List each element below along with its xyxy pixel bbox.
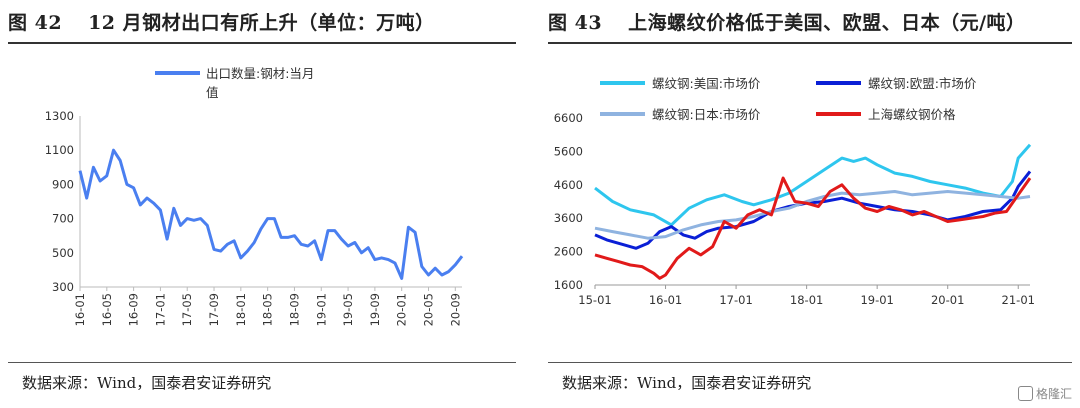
left-figure-title: 图 42 12 月钢材出口有所上升（单位：万吨） [8, 8, 435, 35]
right-figure: 图 43 上海螺纹价格低于美国、欧盟、日本（元/吨） 1600 2600 3600 46… [540, 0, 1080, 408]
right-series-line-1 [594, 143, 1032, 227]
right-figure-caption: 上海螺纹价格低于美国、欧盟、日本（元/吨） [628, 12, 1026, 34]
right-y-tick-label: 5600 [554, 144, 583, 158]
right-figure-title: 图 43 上海螺纹价格低于美国、欧盟、日本（元/吨） [548, 8, 1026, 35]
right-x-tick-label: 17-01 [719, 293, 752, 307]
left-x-tick-label: 17-01 [153, 293, 167, 326]
left-x-tick-label: 17-09 [207, 293, 221, 326]
left-bottom-rule [8, 362, 516, 363]
left-x-tick-label: 18-09 [287, 293, 301, 326]
left-x-tick-label: 16-01 [73, 293, 87, 326]
left-series-line [78, 148, 464, 280]
left-top-rule [8, 42, 516, 44]
left-source-note: 数据来源：Wind，国泰君安证券研究 [22, 374, 272, 392]
watermark-text: 格隆汇 [1035, 387, 1072, 401]
left-x-tick-label: 16-09 [127, 293, 141, 326]
right-legend-label-1: 螺纹钢:美国:市场价 [652, 76, 761, 91]
right-y-tick-label: 3600 [554, 211, 583, 225]
left-figure-caption: 12 月钢材出口有所上升（单位：万吨） [88, 12, 435, 34]
right-y-tick-label: 4600 [554, 178, 583, 192]
right-figure-number: 图 43 [548, 12, 603, 34]
left-y-tick-label: 900 [52, 177, 74, 191]
left-x-tick-label: 16-05 [100, 293, 114, 326]
left-x-tick-label: 19-09 [368, 293, 382, 326]
left-x-tick-label: 19-01 [314, 293, 328, 326]
left-y-tick-label: 700 [52, 212, 74, 226]
left-y-tick-label: 1100 [45, 143, 74, 157]
right-y-tick-label: 1600 [554, 278, 583, 292]
right-legend-label-3: 螺纹钢:日本:市场价 [652, 107, 761, 122]
left-y-tick-label: 1300 [45, 109, 74, 123]
right-x-tick-label: 19-01 [860, 293, 893, 307]
right-x-tick-label: 20-01 [931, 293, 964, 307]
right-source-note: 数据来源：Wind，国泰君安证券研究 [562, 374, 812, 392]
right-legend-label-2: 螺纹钢:欧盟:市场价 [868, 76, 977, 91]
left-legend-label-cont: 值 [206, 85, 219, 100]
left-legend-label: 出口数量:钢材:当月 [206, 66, 314, 81]
right-top-rule [548, 42, 1072, 44]
left-chart: 300 500 700 900 1100 1300 16-01 16-05 16-09 17-01… [45, 66, 464, 326]
left-y-tick-label: 500 [52, 246, 74, 260]
right-bottom-rule [548, 362, 1072, 363]
left-x-tick-label: 18-01 [234, 293, 248, 326]
watermark: 格隆汇 [1017, 385, 1072, 402]
right-y-tick-label: 2600 [554, 245, 583, 259]
right-x-tick-label: 15-01 [578, 293, 611, 307]
left-x-tick-label: 19-05 [341, 293, 355, 326]
right-x-tick-label: 18-01 [790, 293, 823, 307]
right-x-tick-label: 21-01 [1002, 293, 1035, 307]
left-x-tick-label: 20-05 [421, 293, 435, 326]
right-chart: 1600 2600 3600 4600 5600 6600 15-01 16-01 17-01 1… [554, 76, 1035, 307]
left-x-tick-label: 18-05 [261, 293, 275, 326]
left-figure: 图 42 12 月钢材出口有所上升（单位：万吨） 300 500 700 900 1100… [0, 0, 524, 408]
left-figure-number: 图 42 [8, 12, 63, 34]
right-series-line-4 [594, 176, 1032, 280]
right-x-tick-label: 16-01 [649, 293, 682, 307]
left-x-tick-label: 20-01 [395, 293, 409, 326]
left-x-tick-label: 17-05 [180, 293, 194, 326]
watermark-logo-icon [1017, 386, 1033, 401]
left-y-tick-label: 300 [52, 280, 74, 294]
left-x-tick-label: 20-09 [448, 293, 462, 326]
right-legend-label-4: 上海螺纹钢价格 [868, 107, 956, 122]
right-series-line-3 [594, 190, 1031, 240]
right-y-tick-label: 6600 [554, 111, 583, 125]
